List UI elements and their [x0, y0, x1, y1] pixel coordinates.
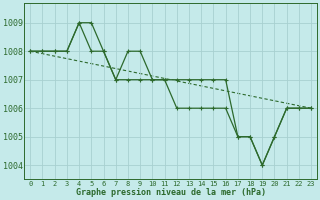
X-axis label: Graphe pression niveau de la mer (hPa): Graphe pression niveau de la mer (hPa) [76, 188, 266, 197]
